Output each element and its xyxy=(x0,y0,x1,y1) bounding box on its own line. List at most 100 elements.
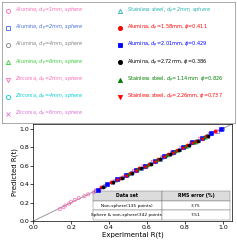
Point xyxy=(191,141,194,145)
Point xyxy=(191,140,194,144)
Point xyxy=(204,135,208,139)
Point xyxy=(173,150,177,154)
Point xyxy=(206,134,210,138)
Point xyxy=(160,156,164,160)
X-axis label: Experimental R(t): Experimental R(t) xyxy=(102,232,164,238)
Point xyxy=(149,162,153,166)
Point xyxy=(162,155,166,159)
Text: Alumina, $d_p$=2.01mm, $\phi$=0.429: Alumina, $d_p$=2.01mm, $\phi$=0.429 xyxy=(127,40,207,50)
Point xyxy=(92,191,96,194)
Point xyxy=(194,140,198,144)
Point xyxy=(187,143,191,147)
Point xyxy=(173,150,177,154)
Point xyxy=(187,143,191,147)
Point xyxy=(172,150,175,154)
Point xyxy=(213,129,217,133)
Point xyxy=(103,184,107,188)
Point xyxy=(82,194,86,198)
Point xyxy=(137,167,141,171)
Point xyxy=(124,174,128,178)
Point xyxy=(130,171,134,175)
Point xyxy=(143,165,147,168)
Point xyxy=(194,139,198,143)
Point xyxy=(134,169,137,173)
Point xyxy=(115,178,118,182)
Text: Alumina, $d_p$=1.58mm, $\phi$=0.411: Alumina, $d_p$=1.58mm, $\phi$=0.411 xyxy=(127,23,207,33)
Point xyxy=(177,148,181,152)
Point xyxy=(166,153,170,156)
Point xyxy=(128,171,132,175)
Point xyxy=(194,139,198,143)
Point xyxy=(189,141,192,145)
Point xyxy=(100,185,103,189)
Point xyxy=(109,180,113,184)
Point xyxy=(153,160,156,164)
Point xyxy=(200,137,204,141)
Point xyxy=(149,162,153,166)
Text: Stainless steel, $d_p$=2mm, sphere: Stainless steel, $d_p$=2mm, sphere xyxy=(127,6,211,16)
Point xyxy=(181,146,185,150)
Point xyxy=(145,163,149,167)
Point xyxy=(77,196,81,200)
Point xyxy=(156,157,160,161)
Text: Stainless steel, $d_p$=2.26mm, $\phi$=0.737: Stainless steel, $d_p$=2.26mm, $\phi$=0.… xyxy=(127,92,223,102)
Point xyxy=(122,175,126,179)
Point xyxy=(134,168,137,172)
Point xyxy=(160,155,164,159)
Point xyxy=(164,154,168,158)
Text: Zirconia, $d_p$=4mm, sphere: Zirconia, $d_p$=4mm, sphere xyxy=(15,92,83,102)
Point xyxy=(73,198,77,202)
Point xyxy=(143,164,147,167)
Point xyxy=(153,160,156,164)
Point xyxy=(115,178,118,182)
Text: Alumina, $d_p$=1mm, sphere: Alumina, $d_p$=1mm, sphere xyxy=(15,6,84,16)
Point xyxy=(204,136,208,140)
Point xyxy=(149,162,153,166)
Point xyxy=(210,132,213,136)
Point xyxy=(147,162,151,166)
Point xyxy=(105,182,109,186)
Point xyxy=(215,129,219,133)
Point xyxy=(69,200,73,204)
Point xyxy=(156,158,160,162)
Point xyxy=(136,167,139,171)
Point xyxy=(137,166,141,170)
Point xyxy=(62,205,65,209)
Point xyxy=(151,160,155,164)
Point xyxy=(196,139,200,143)
Point xyxy=(117,178,120,182)
Point xyxy=(183,145,187,149)
Point xyxy=(211,131,215,135)
Point xyxy=(215,129,219,133)
Point xyxy=(111,180,115,184)
Point xyxy=(172,151,175,155)
Point xyxy=(213,130,217,134)
Point xyxy=(168,153,172,156)
Point xyxy=(160,156,164,160)
Point xyxy=(183,144,187,148)
Text: Stainless steel, $d_p$=1.14mm, $\phi$=0.826: Stainless steel, $d_p$=1.14mm, $\phi$=0.… xyxy=(127,75,223,85)
Point xyxy=(196,139,200,143)
Text: Zirconia, $d_p$=2mm, sphere: Zirconia, $d_p$=2mm, sphere xyxy=(15,75,83,85)
Point xyxy=(134,168,137,172)
Point xyxy=(172,151,175,155)
Point xyxy=(175,148,179,152)
Point xyxy=(101,185,105,189)
Point xyxy=(111,180,115,184)
Point xyxy=(120,176,124,180)
Point xyxy=(183,145,187,149)
Point xyxy=(185,143,189,147)
Point xyxy=(158,157,162,161)
Point xyxy=(196,139,200,143)
Point xyxy=(139,166,143,170)
Point xyxy=(101,185,105,189)
Point xyxy=(181,145,185,149)
Point xyxy=(139,166,143,170)
Text: Alumina, $d_p$=6mm, sphere: Alumina, $d_p$=6mm, sphere xyxy=(15,57,84,68)
Point xyxy=(111,180,115,184)
Text: Alumina, $d_p$=4mm, sphere: Alumina, $d_p$=4mm, sphere xyxy=(15,40,84,50)
Point xyxy=(67,202,71,206)
Point xyxy=(202,135,206,139)
Point xyxy=(219,127,223,130)
Point xyxy=(126,172,130,176)
